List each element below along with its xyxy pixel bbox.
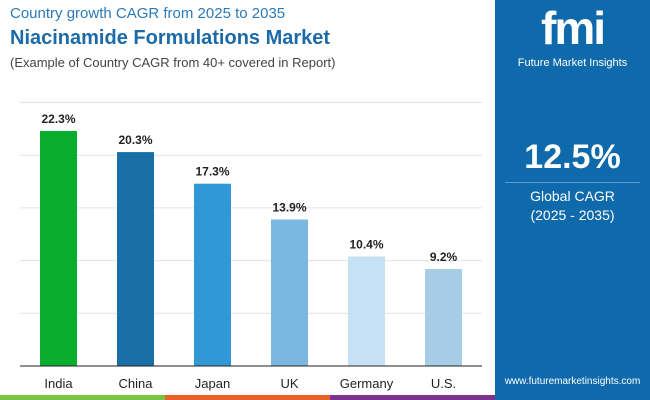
x-tick-label: Japan xyxy=(195,376,230,391)
chart-title: Niacinamide Formulations Market xyxy=(10,27,331,49)
bar-us xyxy=(425,269,462,366)
x-tick-label: U.S. xyxy=(431,376,456,391)
bar-chart: 22.3% India 20.3% China 17.3% Japan 13.9% UK 10.… xyxy=(20,102,482,391)
bar-japan xyxy=(194,183,231,366)
divider xyxy=(505,182,640,183)
chart-subtitle: Country growth CAGR from 2025 to 2035 xyxy=(10,5,286,22)
global-cagr-years: (2025 - 2035) xyxy=(530,207,615,223)
website-url: www.futuremarketinsights.com xyxy=(504,376,641,387)
bar-germany xyxy=(348,256,385,366)
bar-china xyxy=(117,152,154,366)
x-tick-label: India xyxy=(44,376,73,391)
strip-orange xyxy=(165,395,330,400)
x-tick-label: China xyxy=(119,376,154,391)
data-label: 10.4% xyxy=(349,237,383,251)
logo-text: Future Market Insights xyxy=(517,57,628,69)
x-tick-label: UK xyxy=(280,376,298,391)
side-panel: fmi Future Market Insights 12.5% Global … xyxy=(495,0,650,400)
data-label: 13.9% xyxy=(272,201,306,215)
data-label: 20.3% xyxy=(118,133,152,147)
data-label: 9.2% xyxy=(430,250,458,264)
strip-purple xyxy=(330,395,495,400)
global-cagr-label: Global CAGR xyxy=(530,188,615,204)
bar-india xyxy=(40,131,77,366)
fmi-logo: fmi xyxy=(541,2,606,54)
bar-uk xyxy=(271,219,308,366)
strip-green xyxy=(0,395,165,400)
x-tick-label: Germany xyxy=(340,376,394,391)
data-label: 17.3% xyxy=(195,165,229,179)
data-label: 22.3% xyxy=(41,112,75,126)
chart-note: (Example of Country CAGR from 40+ covere… xyxy=(10,55,336,70)
global-cagr-value: 12.5% xyxy=(524,138,621,176)
